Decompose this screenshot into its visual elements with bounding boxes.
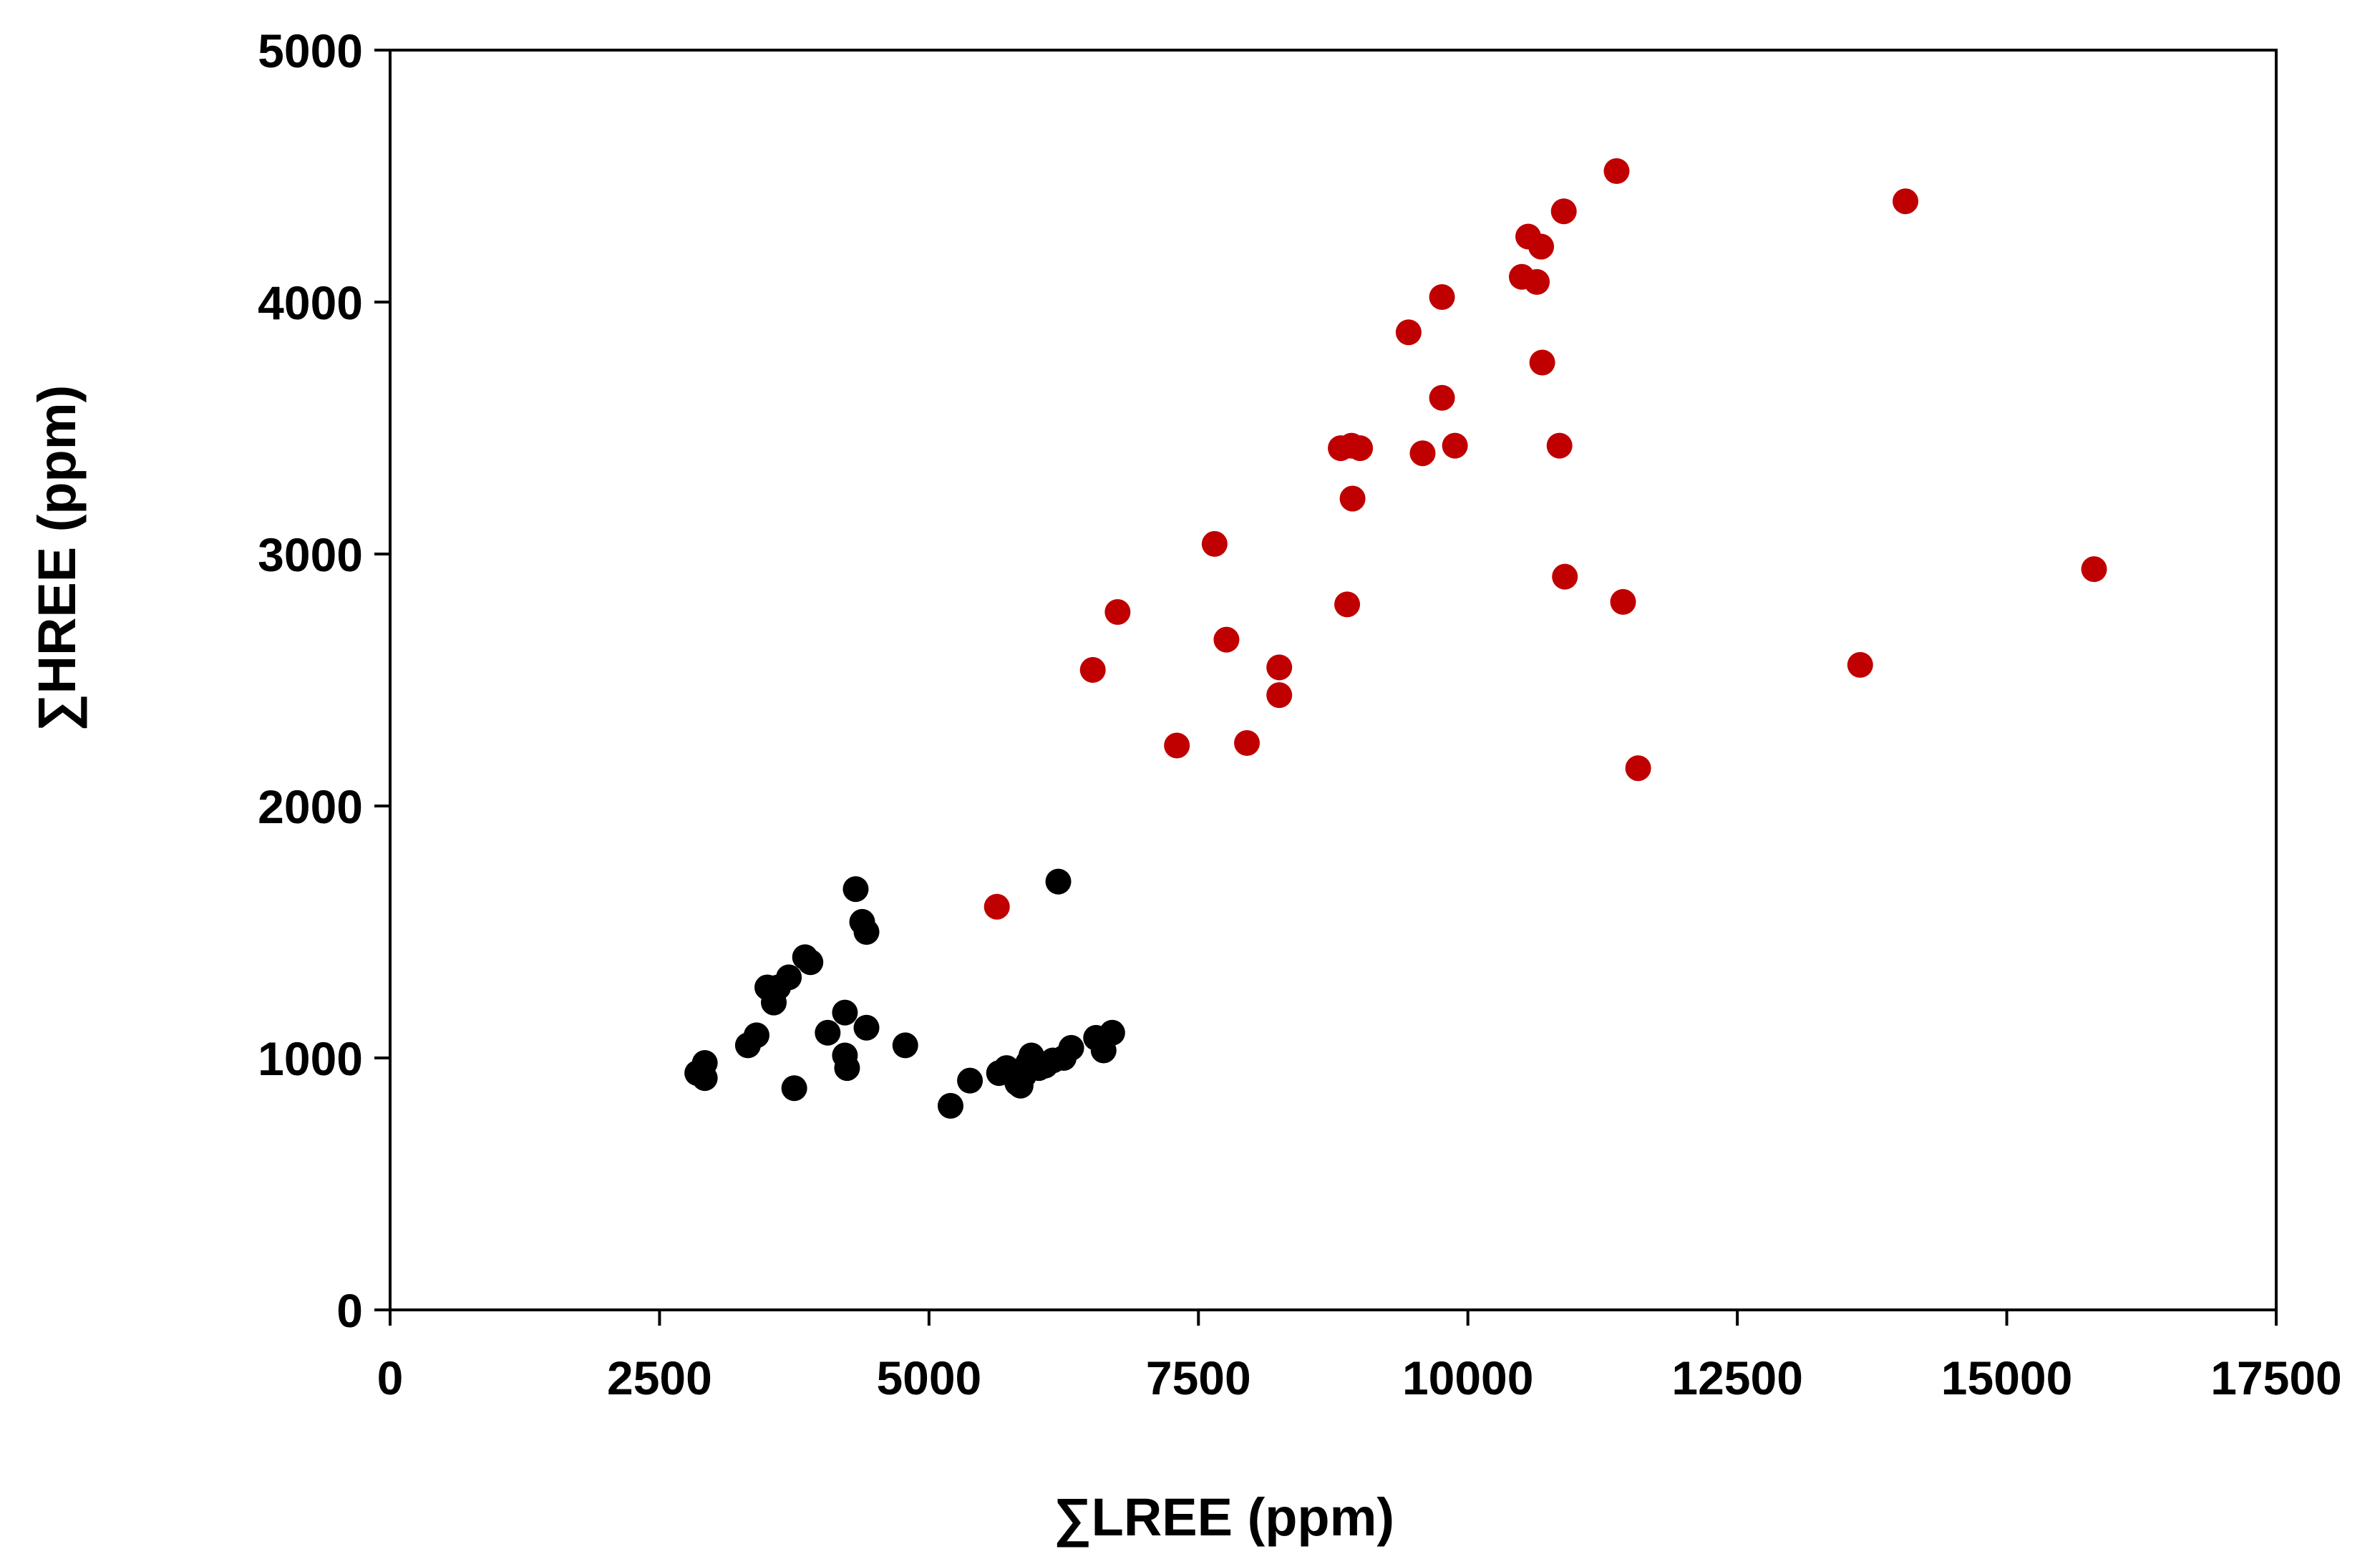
data-point [1045, 868, 1072, 895]
data-point [1266, 654, 1293, 681]
data-point [1234, 730, 1261, 756]
x-tick-label: 5000 [876, 1351, 981, 1404]
x-axis: 0 2500 5000 7500 10000 12500 15000 17500 [377, 1310, 2342, 1404]
data-point [2081, 556, 2107, 583]
data-point [1442, 432, 1468, 459]
x-tick-label: 0 [377, 1351, 404, 1404]
x-tick-label: 17500 [2210, 1351, 2342, 1404]
data-point [1201, 530, 1228, 557]
data-point [1552, 563, 1578, 590]
data-point [1099, 1019, 1125, 1046]
data-point [1058, 1034, 1084, 1061]
data-point [1347, 435, 1374, 462]
data-point [853, 1014, 880, 1041]
data-point [1104, 598, 1131, 625]
data-point [1529, 349, 1555, 376]
plot-frame [389, 49, 2278, 1311]
data-point [1847, 651, 1873, 678]
data-point [1528, 233, 1555, 260]
y-axis: 0 1000 2000 3000 4000 5000 [258, 24, 390, 1337]
data-point [815, 1019, 841, 1046]
data-point [1339, 485, 1366, 512]
data-point [1213, 626, 1240, 653]
data-point [832, 999, 858, 1026]
data-point [842, 876, 869, 903]
data-point [1429, 283, 1455, 310]
data-point [1893, 188, 1919, 215]
y-tick-label: 4000 [258, 276, 363, 329]
data-point [1334, 591, 1361, 618]
data-point [1266, 682, 1293, 709]
data-point [776, 964, 802, 991]
data-point [1395, 319, 1422, 346]
x-tick-label: 2500 [607, 1351, 712, 1404]
data-point [983, 893, 1010, 920]
data-point [1409, 440, 1436, 467]
x-tick-label: 15000 [1941, 1351, 2073, 1404]
data-point [937, 1092, 963, 1119]
data-point [1164, 732, 1190, 759]
y-tick-label: 3000 [258, 528, 363, 581]
data-point [1625, 755, 1651, 782]
data-point [1429, 384, 1455, 411]
data-point [957, 1067, 983, 1094]
data-point [743, 1022, 769, 1049]
data-point [691, 1065, 718, 1092]
y-tick-label: 0 [336, 1284, 363, 1337]
y-tick-label: 1000 [258, 1032, 363, 1085]
x-tick-label: 12500 [1671, 1351, 1803, 1404]
data-points [684, 157, 2107, 1119]
data-point [834, 1055, 860, 1082]
y-tick-label: 5000 [258, 24, 363, 77]
data-point [1524, 268, 1550, 295]
data-point [1603, 157, 1630, 184]
data-point [1550, 198, 1577, 225]
y-axis-label: ∑HREE (ppm) [27, 385, 87, 732]
x-tick-label: 10000 [1402, 1351, 1534, 1404]
data-point [853, 919, 880, 945]
x-tick-label: 7500 [1146, 1351, 1251, 1404]
data-point [1610, 588, 1636, 615]
data-point [797, 949, 824, 976]
data-point [1546, 432, 1573, 459]
data-point [781, 1075, 807, 1102]
data-point [892, 1032, 918, 1059]
data-point [1079, 656, 1106, 683]
x-axis-label: ∑LREE (ppm) [1054, 1487, 1394, 1548]
y-tick-label: 2000 [258, 780, 363, 833]
